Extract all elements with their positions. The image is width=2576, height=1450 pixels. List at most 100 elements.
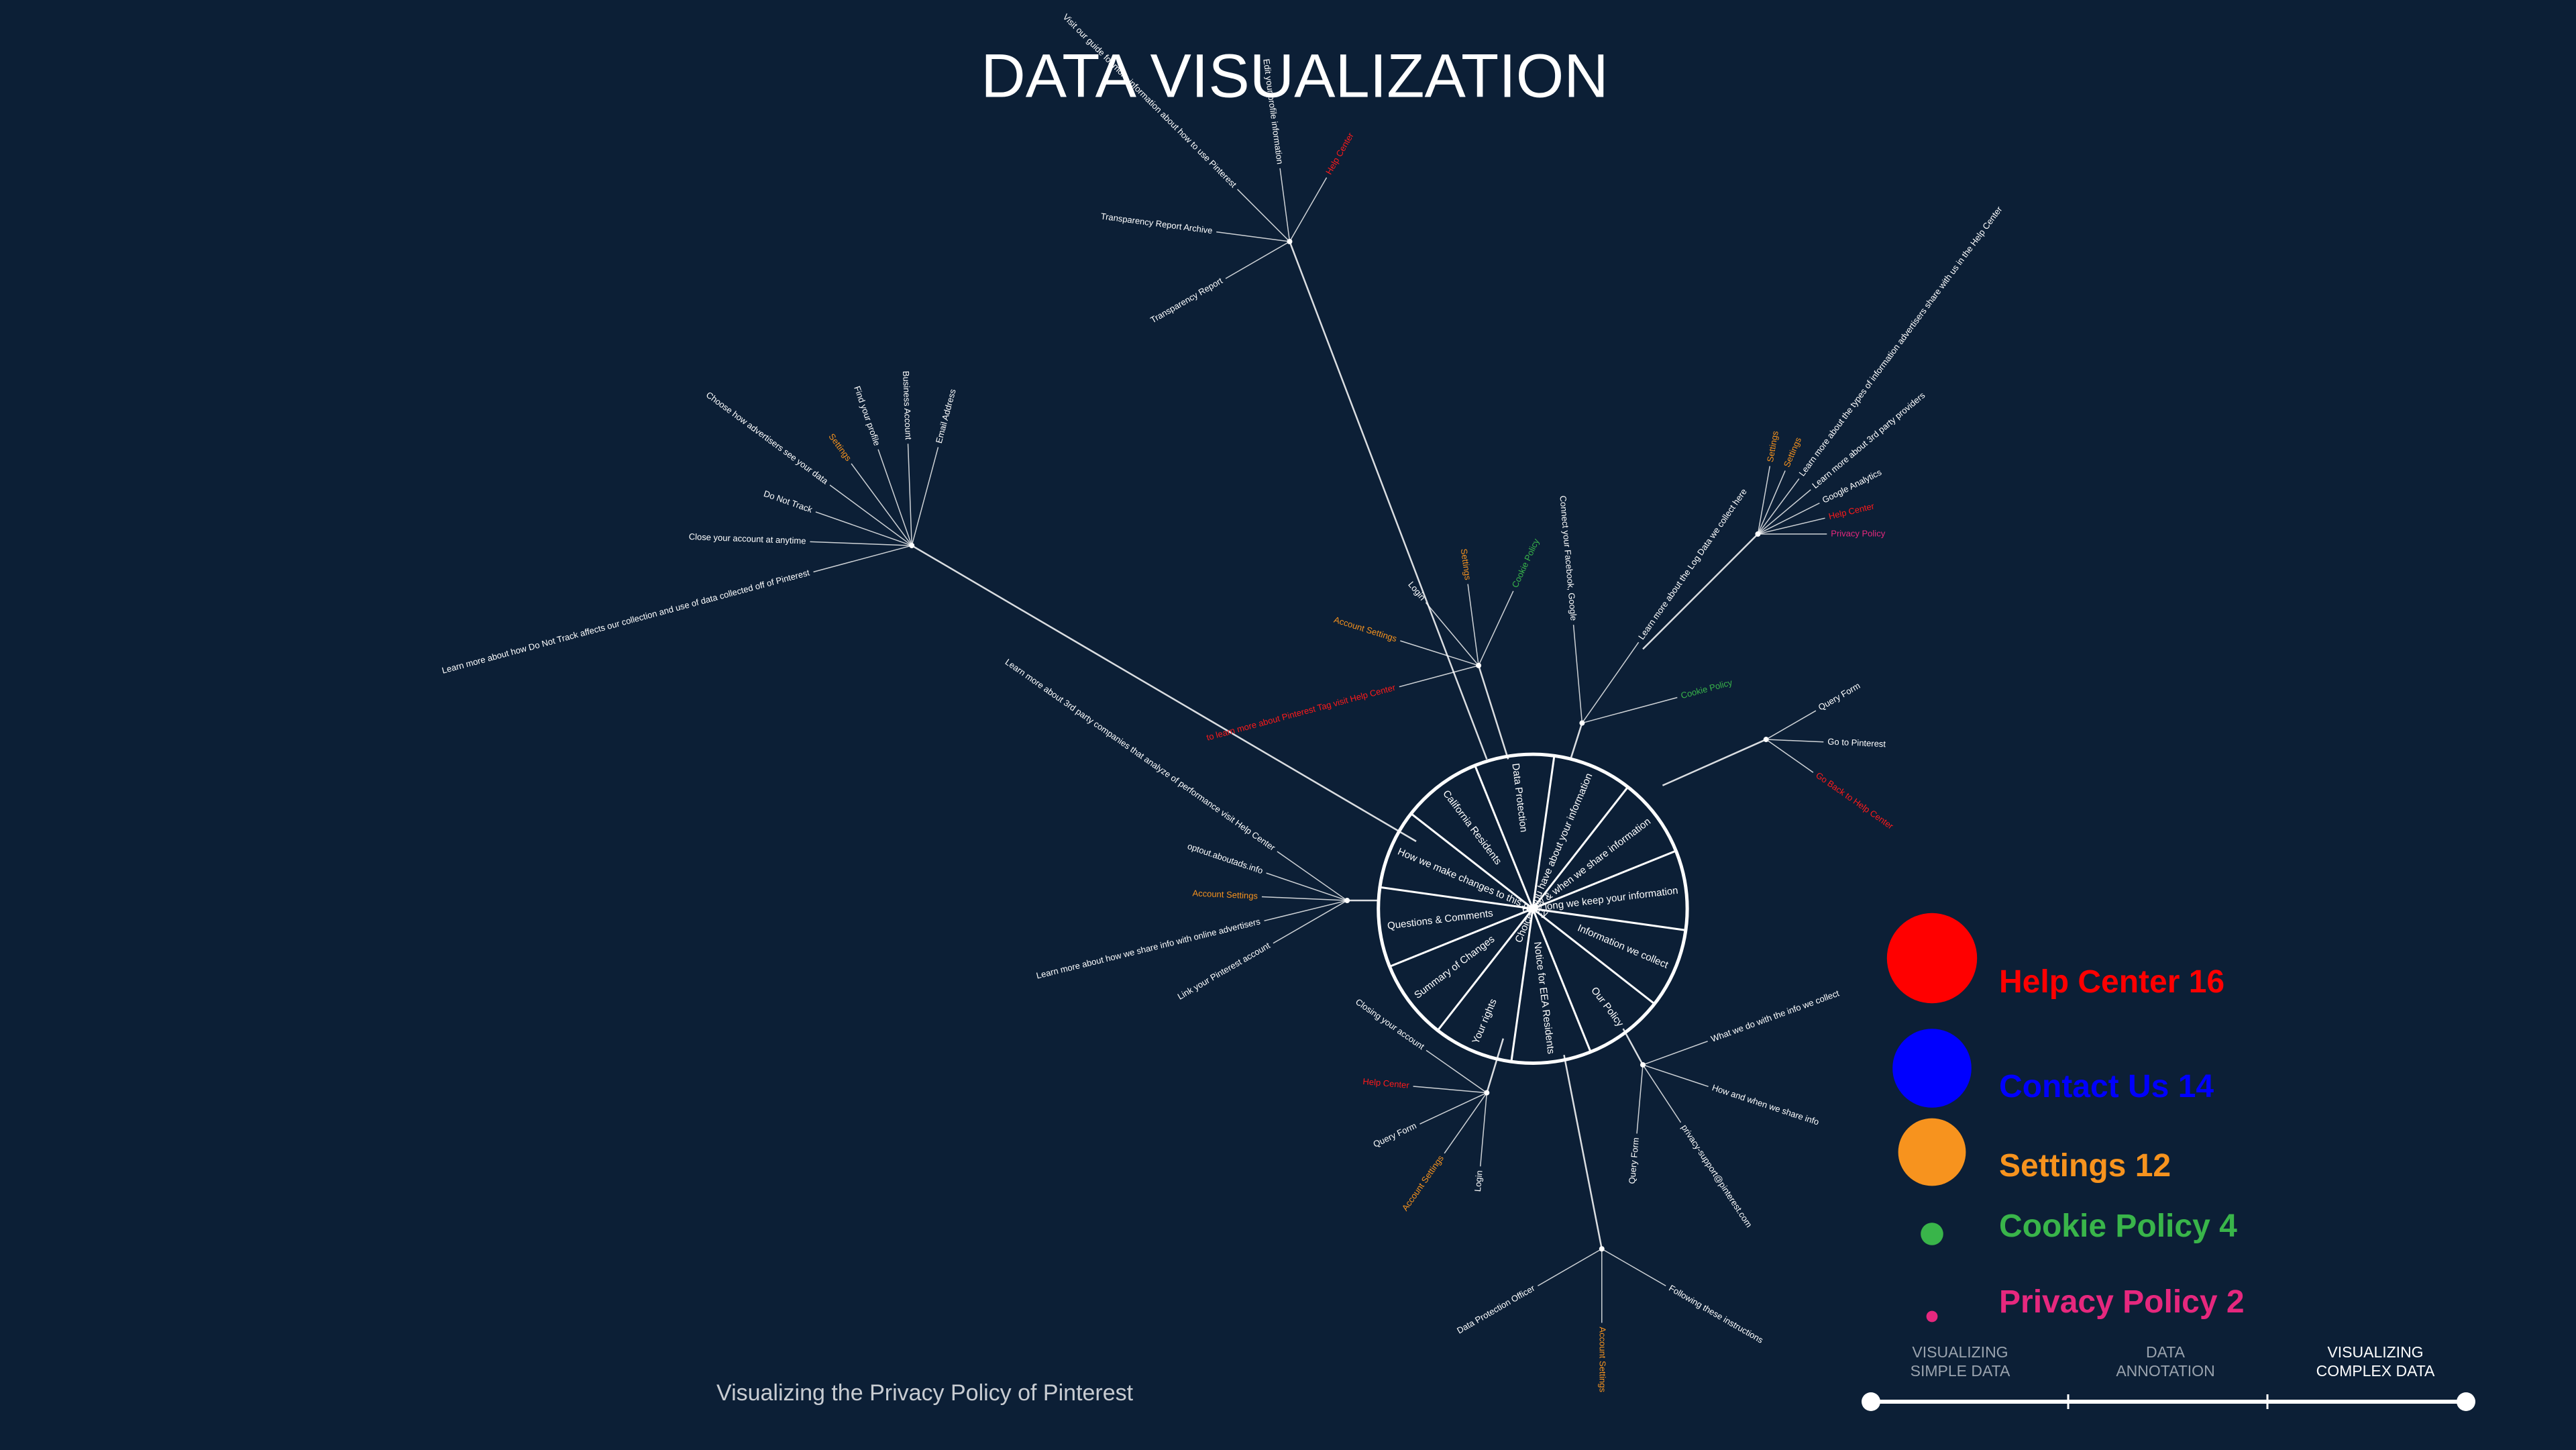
sector-line xyxy=(1532,786,1629,910)
spoke xyxy=(1216,231,1290,242)
legend-count: 16 xyxy=(2189,964,2224,1000)
sector-line xyxy=(1532,908,1592,1053)
spoke xyxy=(1766,739,1814,773)
legend-name: Privacy Policy xyxy=(1999,1284,2218,1320)
node-label[interactable]: Close your account at anytime xyxy=(688,531,806,546)
spoke xyxy=(1444,1092,1487,1154)
spoke xyxy=(911,447,939,546)
spoke xyxy=(810,541,912,546)
spoke xyxy=(1758,517,1825,535)
spoke xyxy=(1642,1041,1708,1066)
spoke xyxy=(1766,710,1817,740)
spoke xyxy=(1758,503,1820,535)
spoke xyxy=(1642,1064,1682,1123)
legend-count: 14 xyxy=(2178,1069,2214,1104)
legend-dot xyxy=(1926,1310,1938,1323)
step-label[interactable]: DATA xyxy=(2146,1343,2186,1361)
nav-start[interactable] xyxy=(1862,1392,1880,1411)
spoke xyxy=(1757,489,1811,535)
spoke xyxy=(1261,896,1348,901)
spoke xyxy=(1400,640,1479,666)
spoke xyxy=(1757,470,1786,535)
node-label[interactable]: Go to Pinterest xyxy=(1827,736,1886,749)
spoke xyxy=(1766,739,1824,743)
spoke xyxy=(1572,625,1583,723)
legend-count: 12 xyxy=(2135,1148,2171,1184)
legend-label: Contact Us 14 xyxy=(1999,1069,2214,1104)
legend-count: 4 xyxy=(2219,1208,2237,1244)
node-label[interactable]: Account Settings xyxy=(1597,1327,1607,1392)
legend-label: Help Center 16 xyxy=(1999,964,2224,1000)
spoke xyxy=(907,444,912,546)
spoke xyxy=(1479,1092,1488,1167)
legend-label: Privacy Policy 2 xyxy=(1999,1284,2245,1320)
spoke xyxy=(1279,168,1291,242)
title: DATA VISUALIZATION xyxy=(981,42,1609,110)
node-label[interactable]: Settings xyxy=(1459,548,1473,581)
sector-line xyxy=(1437,908,1534,1031)
legend-name: Contact Us xyxy=(1999,1069,2169,1104)
spoke xyxy=(1537,1248,1603,1286)
sector-line xyxy=(1510,909,1534,1062)
spoke xyxy=(1419,1092,1487,1125)
branch xyxy=(1289,241,1488,760)
sector-line xyxy=(1410,813,1534,910)
sector-line xyxy=(1532,908,1656,1005)
spoke xyxy=(1642,1064,1709,1088)
sector-line xyxy=(1532,849,1676,910)
spoke xyxy=(1467,584,1479,666)
branch xyxy=(1563,1055,1603,1249)
branch xyxy=(1662,738,1767,786)
legend-dot xyxy=(1921,1223,1943,1245)
node-label[interactable]: Account Settings xyxy=(1192,888,1258,900)
step-label[interactable]: VISUALIZING xyxy=(2327,1343,2423,1361)
branch xyxy=(1486,1038,1505,1093)
spoke xyxy=(1757,478,1800,535)
legend-dot xyxy=(1898,1118,1966,1186)
spoke xyxy=(1266,872,1348,901)
spoke xyxy=(1237,189,1290,242)
sector-line xyxy=(1532,756,1556,909)
legend-name: Cookie Policy xyxy=(1999,1208,2210,1244)
spoke xyxy=(851,463,912,546)
spoke xyxy=(1413,1086,1487,1094)
node-label[interactable]: Business Account xyxy=(901,370,914,439)
spoke xyxy=(1273,900,1348,944)
step-label[interactable]: VISUALIZING xyxy=(1912,1343,2008,1361)
node-label[interactable]: Login xyxy=(1472,1170,1485,1192)
legend-name: Help Center xyxy=(1999,964,2180,1000)
legend-dot xyxy=(1892,1029,1972,1108)
spoke xyxy=(813,545,912,573)
branch xyxy=(1622,1028,1644,1066)
nav-end[interactable] xyxy=(2457,1392,2475,1411)
step-label[interactable]: SIMPLE DATA xyxy=(1911,1362,2010,1380)
sector-line xyxy=(1389,907,1534,968)
spoke xyxy=(1399,665,1479,688)
spoke xyxy=(1478,590,1514,666)
step-label[interactable]: COMPLEX DATA xyxy=(2316,1362,2435,1380)
node-label[interactable]: Query Form xyxy=(1627,1137,1641,1184)
spoke xyxy=(1289,177,1328,242)
spoke xyxy=(829,484,912,546)
spoke xyxy=(1636,1064,1644,1134)
legend-name: Settings xyxy=(1999,1148,2126,1184)
legend-count: 2 xyxy=(2226,1284,2245,1320)
spoke xyxy=(877,449,912,546)
subtitle: Visualizing the Privacy Policy of Pinter… xyxy=(716,1380,1134,1406)
spoke xyxy=(1425,602,1479,666)
sector-line xyxy=(1532,907,1686,931)
spoke xyxy=(1426,1049,1487,1094)
spoke xyxy=(1264,900,1348,922)
sector-line xyxy=(1379,886,1534,910)
spoke xyxy=(1581,641,1640,723)
legend: Help Center 16 Contact Us 14 Settings 12 Co… xyxy=(1886,913,2245,1323)
branch xyxy=(1642,533,1759,650)
step-label[interactable]: ANNOTATION xyxy=(2116,1362,2214,1380)
branch xyxy=(1477,665,1509,760)
spoke xyxy=(1277,851,1348,901)
node-label[interactable]: Privacy Policy xyxy=(1831,528,1885,538)
node-label[interactable]: Help Center xyxy=(1362,1076,1410,1090)
center-circle xyxy=(1377,752,1689,1066)
